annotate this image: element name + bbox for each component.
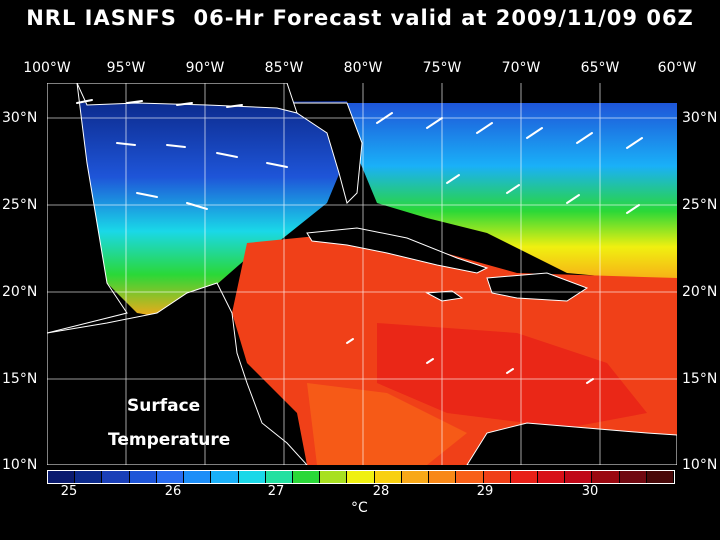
lon-label: 75°W — [422, 60, 462, 76]
colorbar-tick: 25 — [60, 484, 78, 499]
colorbar-swatch — [75, 471, 103, 483]
colorbar-swatch — [129, 471, 157, 483]
colorbar-swatch — [429, 471, 457, 483]
map-title: NRL IASNFS 06-Hr Forecast valid at 2009/… — [26, 6, 694, 30]
colorbar-swatch — [483, 471, 511, 483]
colorbar-swatch — [537, 471, 566, 483]
colorbar-swatch — [265, 471, 293, 483]
colorbar-swatch — [238, 471, 266, 483]
hispaniola-land — [486, 272, 589, 302]
temperature-map — [47, 83, 677, 465]
lat-label-left: 20°N — [2, 284, 38, 300]
lon-label: 95°W — [106, 60, 146, 76]
colorbar-tick: 28 — [372, 484, 390, 499]
colorbar-swatch — [156, 471, 185, 483]
colorbar-swatch — [510, 471, 538, 483]
colorbar-tick: 26 — [164, 484, 182, 499]
lat-label-left: 25°N — [2, 197, 38, 213]
lat-label-left: 30°N — [2, 110, 38, 126]
lon-label: 70°W — [501, 60, 541, 76]
colorbar-swatch — [374, 471, 402, 483]
colorbar-swatch — [592, 471, 620, 483]
caribbean-south-patch — [307, 383, 467, 465]
colorbar-tick: 29 — [476, 484, 494, 499]
florida-land — [285, 102, 363, 204]
map-svg — [47, 83, 677, 465]
atlantic-sst — [347, 103, 677, 283]
lon-label: 85°W — [264, 60, 304, 76]
colorbar-tick: 27 — [267, 484, 285, 499]
colorbar-swatch — [48, 471, 76, 483]
colorbar-swatch — [102, 471, 130, 483]
lon-label: 65°W — [580, 60, 620, 76]
colorbar-swatch — [565, 471, 593, 483]
colorbar-swatch — [184, 471, 212, 483]
lat-label-right: 15°N — [682, 371, 718, 387]
overlay-label-temperature: Temperature — [108, 430, 231, 450]
colorbar-swatch — [456, 471, 484, 483]
caribbean-warm-patch — [377, 323, 647, 428]
graticule — [47, 83, 677, 465]
colorbar-swatch — [619, 471, 647, 483]
lat-label-right: 10°N — [682, 457, 718, 473]
lat-label-left: 15°N — [2, 371, 38, 387]
lat-label-left: 10°N — [2, 457, 38, 473]
gulf-of-mexico-sst — [77, 101, 352, 318]
overlay-label-surface: Surface — [127, 396, 201, 416]
wind-vectors — [76, 99, 643, 384]
colorbar-swatch — [292, 471, 321, 483]
lon-label: 60°W — [657, 60, 697, 76]
colorbar-swatch — [211, 471, 239, 483]
mexico-land — [47, 83, 128, 334]
lat-label-right: 20°N — [682, 284, 718, 300]
colorbar-swatch — [646, 471, 675, 483]
colorbar — [47, 470, 675, 484]
lon-label: 80°W — [343, 60, 383, 76]
colorbar-tick: 30 — [581, 484, 599, 499]
south-america-land — [466, 422, 677, 465]
colorbar-unit: °C — [351, 500, 368, 516]
lon-label: 100°W — [23, 60, 71, 76]
colorbar-swatch — [347, 471, 375, 483]
central-america-land — [47, 282, 308, 465]
colorbar-swatch — [401, 471, 430, 483]
lat-label-right: 30°N — [682, 110, 718, 126]
lat-label-right: 25°N — [682, 197, 718, 213]
lon-label: 90°W — [185, 60, 225, 76]
colorbar-swatch — [320, 471, 348, 483]
